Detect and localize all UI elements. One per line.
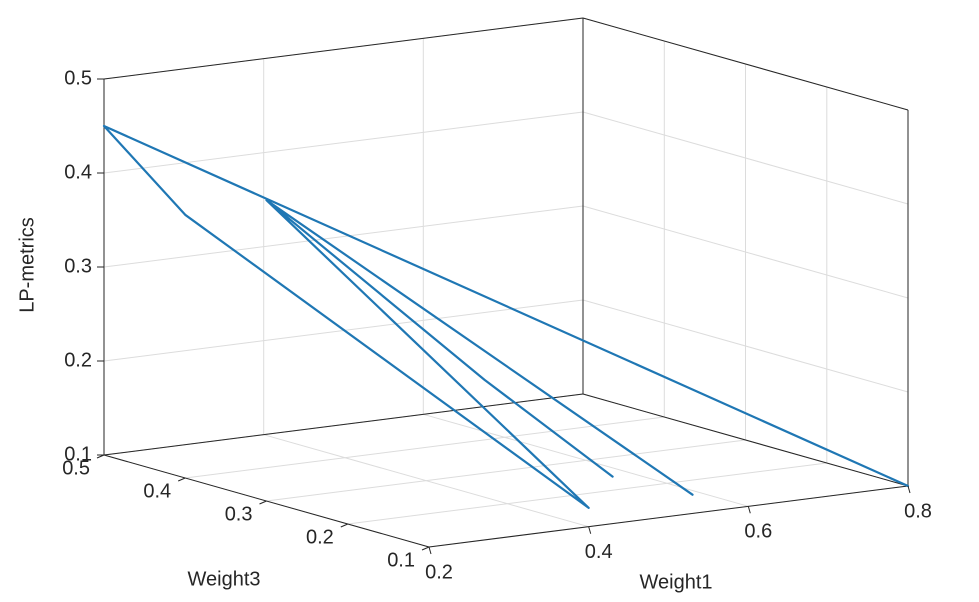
series-layer xyxy=(102,124,910,509)
grid-line xyxy=(582,299,909,393)
y-tick-label: 0.1 xyxy=(387,549,415,571)
y-tick-mark xyxy=(178,477,186,482)
x-tick-label: 0.4 xyxy=(585,541,613,563)
tick-layer: 0.20.40.60.80.10.20.30.40.50.10.20.30.40… xyxy=(62,67,932,583)
axes-box-edge xyxy=(582,393,909,487)
y-tick-label: 0.5 xyxy=(62,457,90,479)
x-tick-label: 0.6 xyxy=(744,521,772,543)
x-tick-mark xyxy=(428,546,432,555)
grid-line xyxy=(582,205,909,299)
y-axis-label: Weight3 xyxy=(187,568,260,590)
y-tick-mark xyxy=(421,546,430,551)
x-tick-mark xyxy=(907,485,911,494)
z-tick-label: 0.4 xyxy=(64,161,92,183)
axes-box-edge xyxy=(582,17,909,111)
y-tick-label: 0.2 xyxy=(306,526,334,548)
x-tick-mark xyxy=(588,526,592,534)
z-tick-label: 0.3 xyxy=(64,255,92,277)
series-line xyxy=(102,124,910,509)
x-tick-label: 0.8 xyxy=(904,500,932,522)
z-axis-label: LP-metrics xyxy=(16,217,38,313)
x-axis-label: Weight1 xyxy=(639,571,712,593)
y-tick-mark xyxy=(259,500,267,505)
x-tick-mark xyxy=(747,506,751,514)
grid-layer xyxy=(103,17,909,548)
grid-line xyxy=(582,111,909,205)
grid-line xyxy=(103,205,584,268)
grid-line xyxy=(185,416,665,479)
y-tick-mark xyxy=(340,523,348,528)
y-tick-label: 0.4 xyxy=(143,480,171,502)
y-tick-label: 0.3 xyxy=(225,503,253,525)
grid-line xyxy=(103,111,584,174)
axes-box-edge xyxy=(103,393,584,456)
grid-line xyxy=(266,439,746,502)
z-tick-label: 0.2 xyxy=(64,349,92,371)
x-tick-label: 0.2 xyxy=(425,561,453,583)
grid-line xyxy=(347,462,827,525)
z-tick-label: 0.5 xyxy=(64,67,92,89)
axes-box-edge xyxy=(428,485,909,548)
axes-box-edge xyxy=(103,17,584,80)
z-tick-label: 0.1 xyxy=(64,443,92,465)
